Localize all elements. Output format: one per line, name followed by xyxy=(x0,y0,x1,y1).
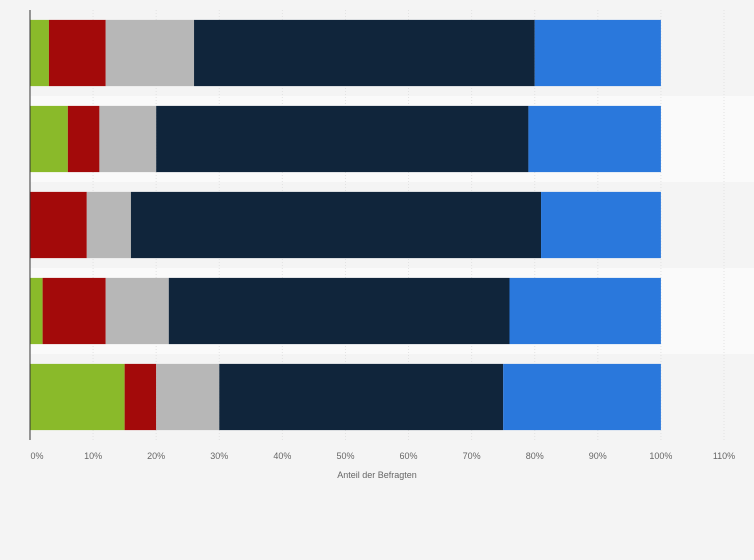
bar-segment xyxy=(156,105,529,173)
bar-segment xyxy=(30,363,125,431)
x-axis-title: Anteil der Befragten xyxy=(337,470,417,480)
x-tick-label: 100% xyxy=(649,451,672,461)
x-tick-label: 40% xyxy=(273,451,291,461)
bar-segment xyxy=(503,363,661,431)
bar-segment xyxy=(541,191,661,259)
x-tick-label: 90% xyxy=(589,451,607,461)
bar-segment xyxy=(30,105,68,173)
bar-segment xyxy=(130,191,542,259)
bar-segment xyxy=(219,363,504,431)
x-tick-labels: 0% 10% 20% 30% 40% 50% 60% 70% 80% 90% 100% 110% xyxy=(30,451,735,461)
x-tick-label: 20% xyxy=(147,451,165,461)
bar-segment xyxy=(194,19,535,87)
x-tick-label: 30% xyxy=(210,451,228,461)
bar-segment xyxy=(86,191,131,259)
x-tick-label: 10% xyxy=(84,451,102,461)
bar-segment xyxy=(48,19,106,87)
bar-segment xyxy=(105,277,169,345)
bar-segment xyxy=(30,19,49,87)
x-tick-label: 60% xyxy=(400,451,418,461)
bar-segments xyxy=(30,19,661,431)
bar-segment xyxy=(67,105,100,173)
bar-segment xyxy=(509,277,661,345)
bar-segment xyxy=(42,277,106,345)
x-tick-label: 110% xyxy=(713,451,735,461)
bar-segment xyxy=(124,363,157,431)
bar-segment xyxy=(30,277,43,345)
bar-segment xyxy=(528,105,661,173)
x-tick-label: 50% xyxy=(336,451,354,461)
bar-segment xyxy=(534,19,661,87)
bar-segment xyxy=(105,19,195,87)
x-tick-label: 0% xyxy=(30,451,43,461)
bar-segment xyxy=(30,191,87,259)
x-tick-label: 80% xyxy=(526,451,544,461)
bar-segment xyxy=(99,105,157,173)
x-tick-label: 70% xyxy=(463,451,481,461)
bar-segment xyxy=(168,277,510,345)
bar-segment xyxy=(156,363,220,431)
